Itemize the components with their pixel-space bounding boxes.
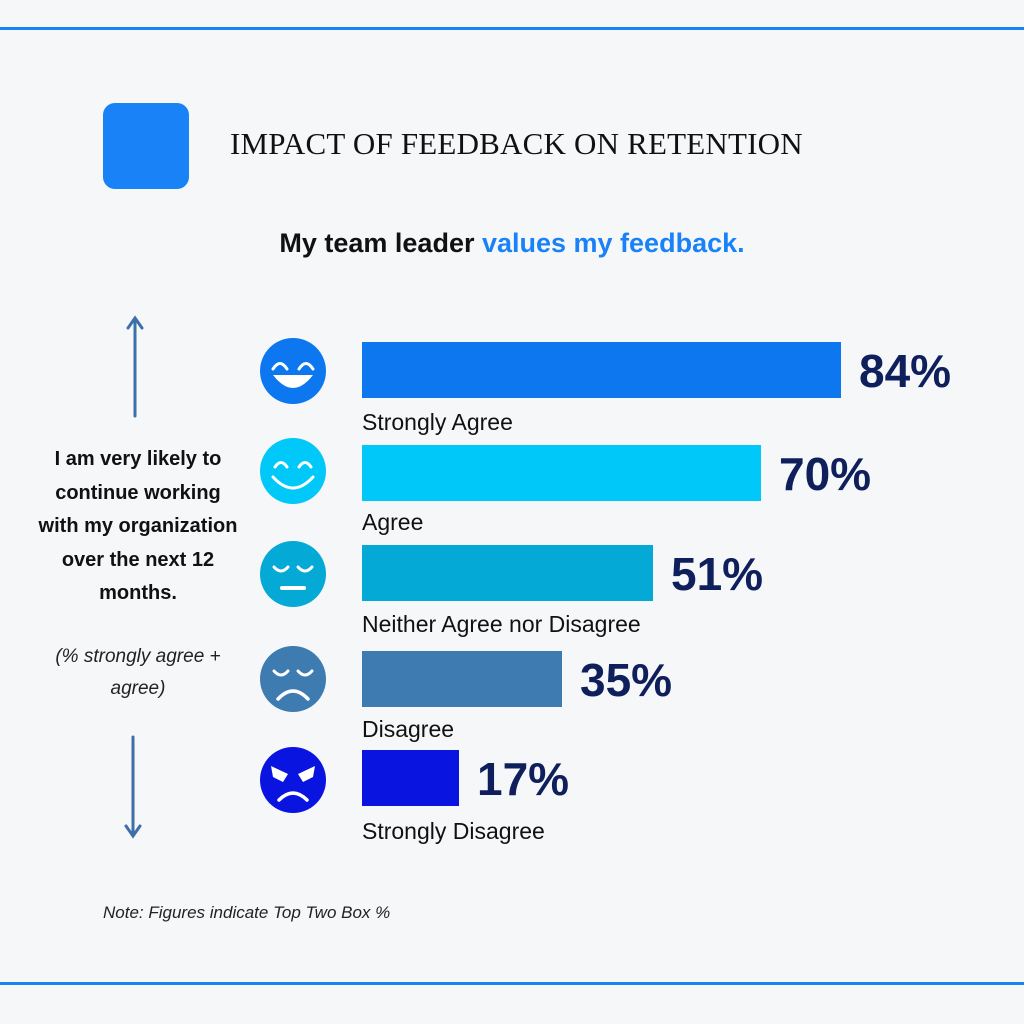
smiling-face-icon: [260, 438, 326, 504]
bar-1: [362, 342, 841, 398]
bar-4: [362, 651, 562, 707]
bar-2: [362, 445, 761, 501]
frowning-face-icon: [260, 646, 326, 712]
bar-category-label: Strongly Agree: [362, 409, 513, 435]
neutral-face-icon: [260, 541, 326, 607]
up-arrow-icon: [126, 315, 144, 418]
angry-face-icon: [260, 747, 326, 813]
retention-statement: I am very likely to continue working wit…: [38, 448, 238, 604]
bar-value-label: 51%: [671, 548, 764, 600]
bar-value-label: 70%: [779, 448, 872, 500]
logo-square: [103, 103, 189, 189]
bar-category-label: Disagree: [362, 716, 455, 742]
bar-value-label: 17%: [477, 753, 570, 805]
bar-category-label: Neither Agree nor Disagree: [362, 611, 641, 637]
footnote: Note: Figures indicate Top Two Box %: [103, 903, 391, 922]
laughing-face-icon: [260, 338, 326, 404]
subtitle-highlight: values my feedback.: [481, 228, 745, 258]
bar-category-label: Strongly Disagree: [362, 818, 545, 844]
top-divider: [0, 27, 1024, 30]
bottom-divider: [0, 982, 1024, 985]
bar-category-label: Agree: [362, 509, 424, 535]
down-arrow-icon: [124, 735, 142, 839]
bar-3: [362, 545, 653, 601]
subtitle-prefix: My team leader: [279, 228, 482, 258]
bar-value-label: 35%: [580, 654, 673, 706]
chart-subtitle: My team leader values my feedback.: [0, 228, 1024, 259]
bar-value-label: 84%: [859, 345, 952, 397]
page-title: IMPACT OF FEEDBACK ON RETENTION: [230, 126, 803, 161]
retention-note: (% strongly agree + agree): [55, 646, 221, 699]
bar-5: [362, 750, 459, 806]
